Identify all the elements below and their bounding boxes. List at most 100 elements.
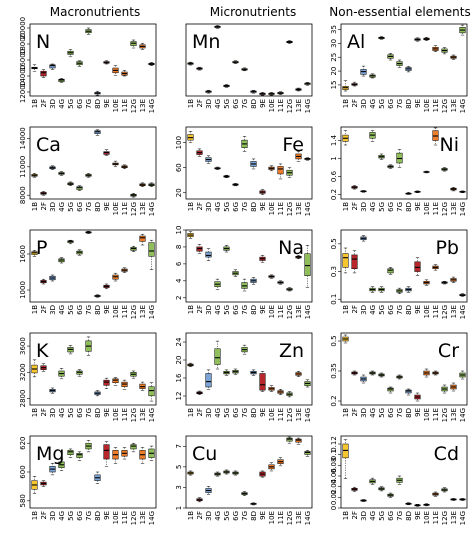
x-tick-label: 8D (405, 305, 413, 315)
x-tick-label: 11E (121, 202, 129, 215)
x-tick-label: 14G (304, 202, 312, 216)
y-tick-label: 20 (175, 188, 183, 197)
x-tick-label: 2F (196, 408, 204, 416)
y-tick-label: 1600 (19, 245, 27, 263)
y-tick-label: 15 (330, 80, 338, 89)
panel-frame (340, 332, 468, 406)
panel-label-k: K (36, 340, 49, 362)
x-tick-label: 6G (76, 99, 84, 109)
x-tick-label: 9E (103, 202, 111, 211)
x-tick-label: 2F (40, 202, 48, 210)
y-tick-label: 24 (175, 337, 183, 346)
x-tick-label: 10E (268, 99, 276, 112)
x-tick-label: 3D (49, 511, 57, 521)
x-tick-label: 13E (295, 511, 303, 524)
x-tick-label: 6G (76, 408, 84, 418)
x-tick-label: 9E (259, 511, 267, 520)
x-tick-label: 3D (205, 305, 213, 315)
y-tick-label: 3600 (19, 337, 27, 355)
x-tick-label: 11E (121, 99, 129, 112)
x-tick-label: 7G (241, 305, 249, 315)
x-tick-label: 5G (378, 511, 386, 521)
x-tick-label: 14G (148, 511, 156, 525)
y-tick-label: 11000 (19, 156, 27, 178)
x-tick-label: 7G (85, 99, 93, 109)
box-3d (205, 373, 212, 388)
x-tick-label: 4G (214, 99, 222, 109)
x-tick-label: 7G (85, 408, 93, 418)
y-tick-label: 0.06 (330, 468, 338, 484)
x-tick-label: 4G (214, 202, 222, 212)
x-tick-label: 1B (31, 99, 39, 108)
x-tick-label: 5G (67, 305, 75, 315)
y-tick-label: 0.5 (330, 238, 338, 249)
x-tick-label: 14G (148, 305, 156, 319)
y-tick-label: 0.35 (330, 363, 338, 379)
x-tick-label: 5G (67, 511, 75, 521)
x-tick-label: 14G (459, 408, 467, 422)
x-tick-label: 10E (112, 202, 120, 215)
x-tick-label: 12G (286, 99, 294, 113)
x-tick-label: 7G (241, 511, 249, 521)
y-tick-label: 14000 (19, 127, 27, 149)
x-tick-label: 1B (187, 202, 195, 211)
x-tick-label: 13E (450, 99, 458, 112)
x-tick-label: 1B (342, 511, 350, 520)
panel-zn: 12 16 20 24 1B 2F 3D 4G 5G 6G 7G 8D 9E 10E 11E 12G 13E 14… (175, 332, 313, 422)
x-tick-label: 6G (232, 511, 240, 521)
x-tick-label: 3D (49, 408, 57, 418)
box-14g (148, 242, 155, 257)
x-tick-label: 10E (112, 305, 120, 318)
x-tick-label: 5G (378, 202, 386, 212)
box-14g (148, 386, 155, 397)
x-tick-label: 1B (342, 202, 350, 211)
panel-fe: 20 60 100 1B 2F 3D 4G 5G 6G 7G 8D 9E 10E 11E 12G 13E 14G… (175, 126, 313, 216)
x-tick-label: 11E (432, 99, 440, 112)
x-tick-label: 9E (103, 99, 111, 108)
x-tick-label: 4G (214, 511, 222, 521)
x-tick-label: 12G (130, 99, 138, 113)
y-tick-label: 0.2 (330, 189, 338, 200)
y-tick-label: 0.1 (330, 294, 338, 305)
panel-mg: 580 600 620 1B 2F 3D 4G 5G 6G 7G 8D 9E 10E 11E 12G 13E 1… (19, 435, 157, 525)
panel-label-al: Al (347, 31, 365, 53)
x-tick-label: 6G (232, 99, 240, 109)
panel-label-zn: Zn (279, 340, 304, 362)
x-tick-label: 3D (49, 99, 57, 109)
x-tick-label: 8D (94, 305, 102, 315)
x-tick-label: 1B (187, 511, 195, 520)
x-tick-label: 6G (387, 408, 395, 418)
panel-frame (340, 229, 468, 303)
x-tick-label: 11E (432, 305, 440, 318)
x-tick-label: 4G (369, 408, 377, 418)
x-tick-label: 9E (414, 511, 422, 520)
x-tick-label: 13E (295, 305, 303, 318)
y-tick-label: 7 (175, 444, 183, 448)
x-tick-label: 2F (40, 305, 48, 313)
x-tick-label: 6G (387, 202, 395, 212)
panel-frame (185, 435, 313, 509)
box-9e (414, 261, 421, 272)
x-tick-label: 10E (423, 408, 431, 421)
panel-frame (185, 126, 313, 200)
panel-cr: 0.2 0.35 0.5 1B 2F 3D 4G 5G 6G 7G 8D 9E 10E 11E 12G 13E… (330, 332, 468, 422)
y-tick-label: 1 (330, 156, 338, 160)
x-tick-label: 13E (295, 408, 303, 421)
x-tick-label: 5G (223, 408, 231, 418)
x-tick-label: 12G (441, 511, 449, 525)
x-tick-label: 8D (250, 408, 258, 418)
panel-frame (340, 126, 468, 200)
x-tick-label: 8D (94, 202, 102, 212)
x-tick-label: 9E (259, 202, 267, 211)
y-tick-label: 35 (330, 25, 338, 34)
x-tick-label: 12G (286, 408, 294, 422)
panel-frame (29, 229, 157, 303)
x-tick-label: 4G (58, 99, 66, 109)
panel-frame (29, 332, 157, 406)
x-tick-label: 9E (103, 305, 111, 314)
x-tick-label: 7G (396, 99, 404, 109)
x-tick-label: 9E (414, 202, 422, 211)
x-tick-label: 10E (268, 511, 276, 524)
